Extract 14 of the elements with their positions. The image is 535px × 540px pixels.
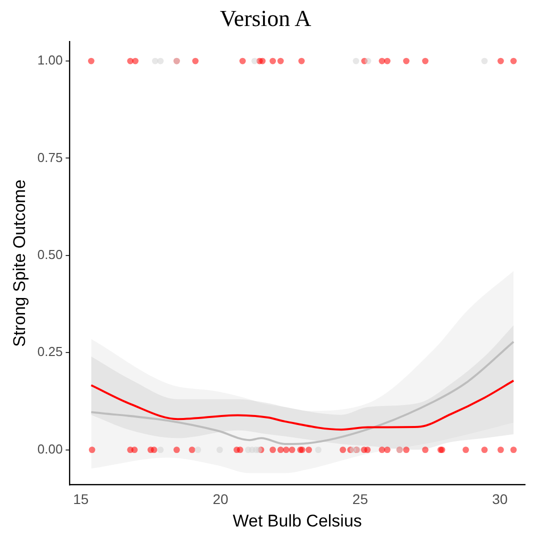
y-tick-label: 0.50 (37, 247, 63, 262)
x-tick-label: 15 (73, 491, 89, 508)
y-axis-title: Strong Spite Outcome (10, 180, 29, 347)
line-series (90, 340, 515, 445)
line-series (90, 380, 515, 431)
y-tick-label: 1.00 (37, 52, 63, 68)
y-tick-label: 0.00 (37, 441, 63, 456)
x-tick-label: 25 (352, 491, 368, 508)
x-tick-label: 20 (212, 491, 229, 508)
x-axis-title: Wet Bulb Celsius (232, 511, 362, 530)
y-tick-label: 0.25 (37, 344, 63, 360)
x-tick-label: 30 (492, 491, 508, 508)
chart-title: Version A (220, 6, 312, 31)
y-tick-label: 0.75 (37, 150, 63, 165)
